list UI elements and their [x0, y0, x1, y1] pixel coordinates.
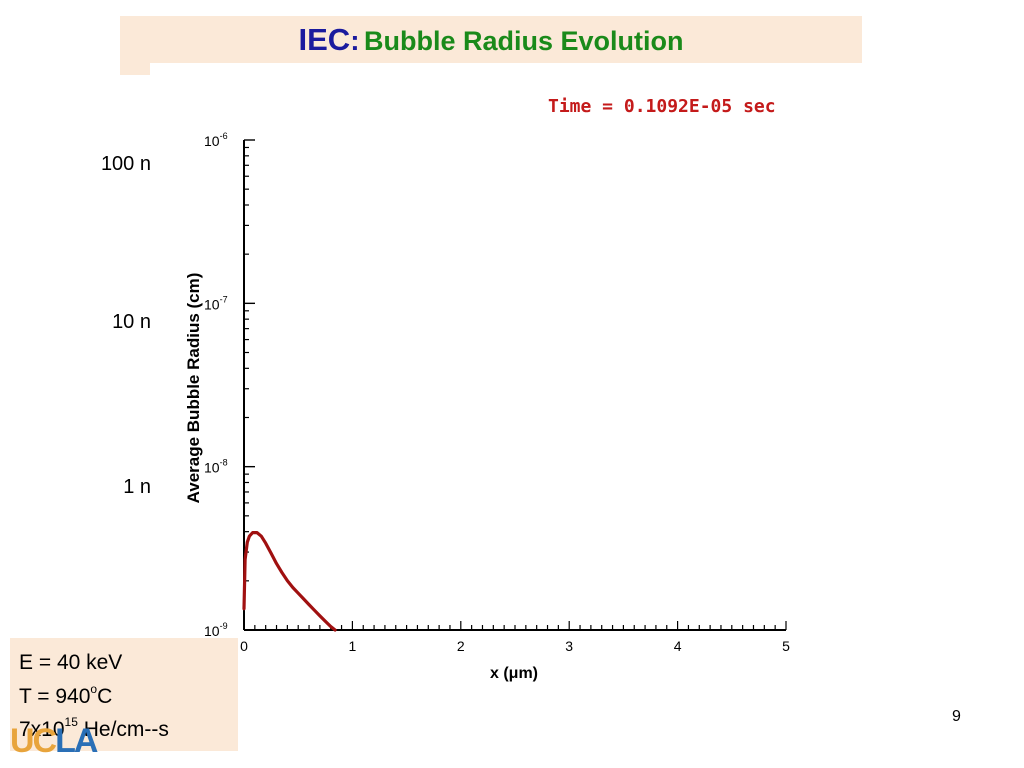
params-background: [10, 638, 238, 751]
y-tick-label: 10-6: [204, 131, 228, 149]
chart-time-title: Time = 0.1092E-05 sec: [548, 96, 776, 117]
title-background-tail: [120, 63, 150, 75]
page-number: 9: [952, 708, 961, 725]
y-tick-label: 10-9: [204, 621, 228, 639]
series-line-0: [242, 530, 337, 632]
slide-title: IEC: Bubble Radius Evolution: [120, 22, 862, 58]
param-energy: E = 40 keV: [19, 651, 123, 674]
x-tick-label: 4: [674, 638, 682, 654]
x-tick-label: 1: [349, 638, 357, 654]
logo-uc: UC: [10, 722, 57, 760]
x-tick-label: 2: [457, 638, 465, 654]
flux-exponent: 15: [64, 715, 78, 729]
degree-symbol: o: [90, 682, 98, 696]
title-main: Bubble Radius Evolution: [363, 26, 684, 56]
temperature-value: T = 940: [19, 685, 91, 708]
param-flux: 7x1015 He/cm--s: [19, 715, 169, 741]
y-axis-title: Average Bubble Radius (cm): [184, 273, 203, 504]
ucla-logo: UCLA: [10, 722, 98, 761]
left-label-1n: 1 n: [123, 476, 151, 498]
flux-unit: He/cm--s: [77, 718, 169, 741]
logo-la: LA: [55, 722, 98, 760]
title-prefix: IEC: [298, 22, 351, 57]
x-tick-label: 5: [782, 638, 790, 654]
temperature-unit: C: [97, 685, 113, 708]
x-tick-label: 0: [240, 638, 248, 654]
left-label-100n: 100 n: [100, 153, 151, 175]
title-colon: :: [350, 25, 360, 56]
title-background: [120, 16, 862, 63]
x-tick-label: 3: [565, 638, 573, 654]
y-tick-label: 10-7: [204, 294, 228, 312]
flux-base: 7x10: [19, 718, 65, 741]
x-axis-title: x (μm): [490, 665, 538, 682]
left-label-10n: 10 n: [112, 311, 151, 333]
y-tick-label: 10-8: [204, 458, 228, 476]
param-temperature: T = 940oC: [19, 682, 113, 708]
